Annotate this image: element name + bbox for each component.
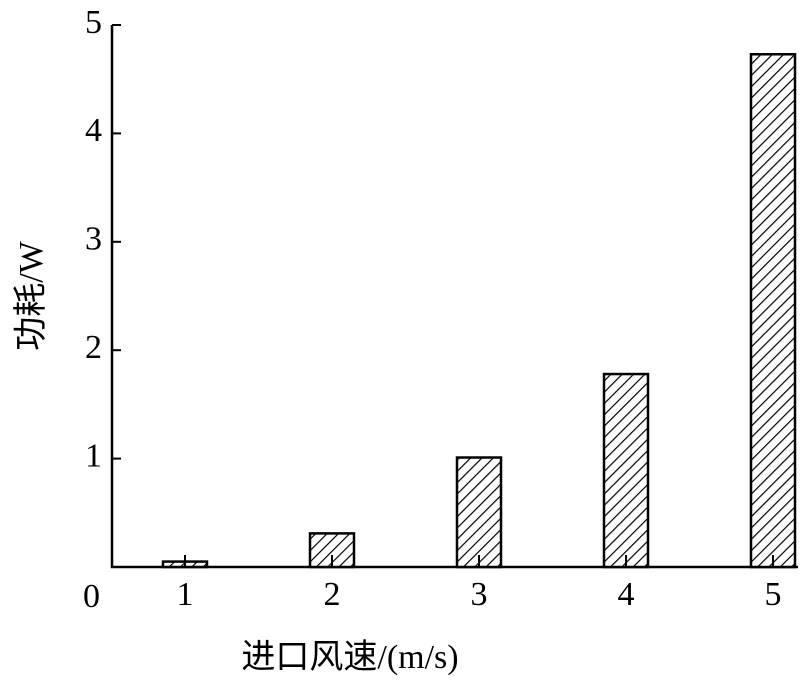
axis-lines xyxy=(110,25,798,569)
y-axis-label: 功耗/W xyxy=(13,240,50,350)
x-tick-label: 4 xyxy=(618,576,635,613)
bar xyxy=(749,53,797,569)
x-tick-label: 2 xyxy=(324,576,341,613)
y-tick-label: 4 xyxy=(85,112,102,149)
y-tick-label: 1 xyxy=(85,437,102,474)
x-tick-label: 5 xyxy=(765,576,782,613)
bar xyxy=(455,456,503,569)
x-tick-label: 1 xyxy=(177,576,194,613)
x-tick-label: 3 xyxy=(471,576,488,613)
y-tick-label: 0 xyxy=(83,578,100,615)
y-tick-label: 3 xyxy=(85,221,102,258)
bar xyxy=(602,372,650,569)
x-axis-label: 进口风速/(m/s) xyxy=(241,639,458,676)
y-tick-label: 5 xyxy=(85,4,102,41)
y-tick-label: 2 xyxy=(85,329,102,366)
